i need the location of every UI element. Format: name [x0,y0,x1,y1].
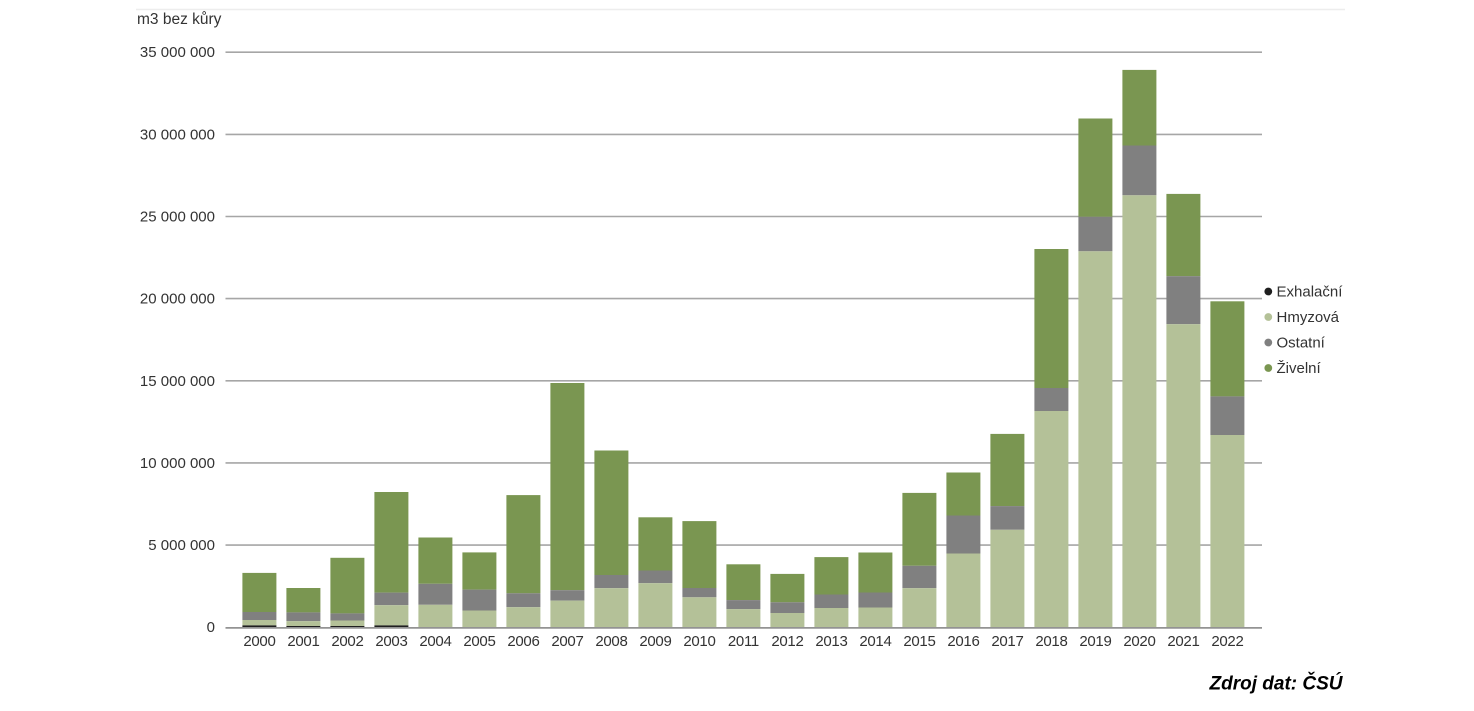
svg-text:2017: 2017 [991,633,1023,650]
svg-text:2003: 2003 [375,633,407,650]
svg-text:m3 bez kůry: m3 bez kůry [137,11,222,28]
svg-text:2014: 2014 [859,633,891,650]
svg-text:15 000 000: 15 000 000 [140,373,215,390]
svg-text:25 000 000: 25 000 000 [140,209,215,226]
svg-text:2002: 2002 [331,633,363,650]
svg-text:35 000 000: 35 000 000 [140,44,215,61]
svg-text:2000: 2000 [243,633,275,650]
svg-text:2013: 2013 [815,633,847,650]
svg-text:2016: 2016 [947,633,979,650]
svg-text:0: 0 [207,619,215,636]
svg-text:Ostatní: Ostatní [1277,335,1326,352]
svg-text:2005: 2005 [463,633,495,650]
svg-text:20 000 000: 20 000 000 [140,291,215,308]
svg-text:Hmyzová: Hmyzová [1277,309,1340,326]
svg-text:2019: 2019 [1079,633,1111,650]
svg-text:2020: 2020 [1123,633,1155,650]
svg-text:2008: 2008 [595,633,627,650]
svg-text:2011: 2011 [728,633,759,650]
svg-text:10 000 000: 10 000 000 [140,455,215,472]
svg-text:2010: 2010 [683,633,715,650]
svg-text:2018: 2018 [1035,633,1067,650]
svg-text:Exhalační: Exhalační [1277,284,1344,301]
svg-text:2004: 2004 [419,633,451,650]
svg-text:2009: 2009 [639,633,671,650]
svg-text:Živelní: Živelní [1277,360,1322,377]
svg-text:2015: 2015 [903,633,935,650]
svg-text:2007: 2007 [551,633,583,650]
svg-text:2001: 2001 [287,633,319,650]
svg-text:Zdroj dat: ČSÚ: Zdroj dat: ČSÚ [1209,673,1344,695]
svg-text:30 000 000: 30 000 000 [140,126,215,143]
svg-text:2012: 2012 [771,633,803,650]
svg-text:2006: 2006 [507,633,539,650]
svg-text:2022: 2022 [1211,633,1243,650]
svg-text:5 000 000: 5 000 000 [148,537,215,554]
svg-text:2021: 2021 [1167,633,1199,650]
